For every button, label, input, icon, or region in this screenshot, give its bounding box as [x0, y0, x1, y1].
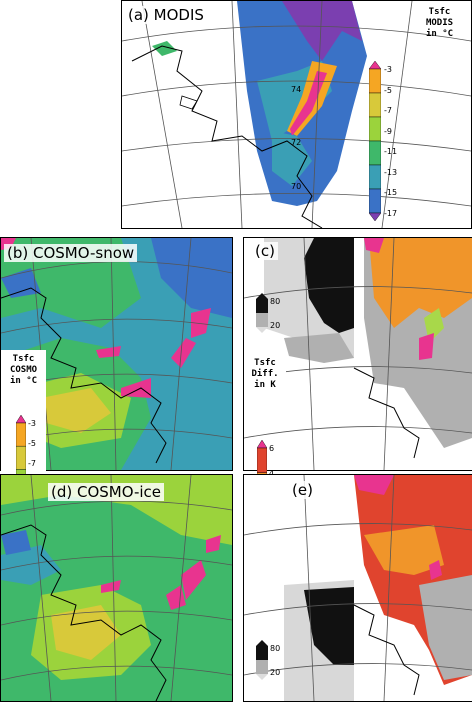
- lat-label: 70: [291, 182, 302, 191]
- modis-colorbar-ticks: -3 -5 -7 -9 -11 -13 -15 -17: [384, 61, 406, 221]
- cb-title-line: Tsfc: [254, 358, 276, 368]
- colorbar-segment: [369, 68, 381, 94]
- colorbar-segment: [369, 212, 381, 221]
- colorbar-segment: [369, 61, 381, 70]
- cosmo-colorbar-title: Tsfc COSMO in °C: [1, 354, 46, 387]
- lat-label: 72: [291, 138, 302, 147]
- colorbar-tick-label: -17: [384, 209, 398, 218]
- colorbar-tick-label: -7: [384, 106, 392, 116]
- cb-title-line: MODIS: [425, 18, 454, 28]
- modis-map: [122, 1, 471, 228]
- modis-colorbar-title: Tsfc MODIS in °C: [412, 7, 467, 40]
- colorbar-segment: [16, 422, 26, 447]
- colorbar-segment: [16, 415, 26, 424]
- colorbar-tick-label: -3: [28, 419, 36, 428]
- colorbar-segment: [369, 188, 381, 214]
- modis-colorbar-svg: [369, 61, 381, 221]
- colorbar-segment: [369, 140, 381, 166]
- ice-legend-c: 80 20: [256, 293, 286, 338]
- colorbar-tick-label: -5: [384, 85, 392, 95]
- panel-a-title: (a) MODIS: [125, 6, 207, 24]
- panel-cosmo-ice: (d) COSMO-ice: [0, 474, 233, 702]
- cb-title-line: COSMO: [9, 365, 38, 375]
- cb-title-line: in K: [254, 380, 276, 390]
- colorbar-segment: [257, 440, 267, 449]
- colorbar-segment: [369, 92, 381, 118]
- panel-diff-snow: (c) 80 20: [243, 237, 472, 471]
- colorbar-segment: [257, 447, 267, 473]
- colorbar-tick-label: -9: [384, 126, 392, 136]
- ice-legend-e: 80 20: [256, 640, 286, 685]
- ice-legend-e-tick: 80: [270, 644, 281, 653]
- ice-legend-c-bar: [256, 293, 268, 333]
- panel-c-title: (c): [252, 242, 278, 260]
- modis-colorbar: [369, 61, 381, 221]
- colorbar-segment: [369, 164, 381, 190]
- cb-title-line: Diff.: [251, 369, 279, 379]
- lat-label: 74: [291, 85, 302, 94]
- colorbar-tick-label: 4: [269, 468, 275, 478]
- panel-modis: (a) MODIS Tsfc MODIS in °C -3 -5 -7 -9 -11 -1…: [121, 0, 472, 229]
- cb-title-line: in °C: [9, 376, 38, 386]
- ice-legend-e-bar: [256, 640, 268, 680]
- colorbar-tick-label: -7: [28, 458, 36, 468]
- diff-ice-map: [244, 475, 472, 701]
- ice-legend-c-tick: 80: [270, 297, 281, 306]
- panel-d-title: (d) COSMO-ice: [48, 483, 165, 501]
- colorbar-segment: [369, 116, 381, 142]
- ice-legend-c-tick: 20: [270, 321, 281, 330]
- colorbar-tick-label: -5: [28, 438, 36, 448]
- ice-legend-e-tick: 20: [270, 668, 281, 677]
- diff-snow-map: [244, 238, 472, 470]
- cosmo-ice-map: [1, 475, 232, 701]
- panel-e-title: (e): [289, 481, 316, 499]
- colorbar-segment: [16, 445, 26, 470]
- cb-title-line: in °C: [425, 29, 454, 39]
- cb-title-line: Tsfc: [428, 7, 451, 17]
- cb-title-line: Tsfc: [12, 354, 35, 364]
- colorbar-tick-label: 6: [269, 444, 275, 453]
- panel-b-title: (b) COSMO-snow: [4, 244, 138, 262]
- colorbar-tick-label: -13: [384, 167, 398, 177]
- colorbar-tick-label: -15: [384, 188, 398, 198]
- panel-diff-ice: (e) 80 20: [243, 474, 472, 702]
- colorbar-tick-label: -11: [384, 147, 398, 157]
- diff-colorbar-title: Tsfc Diff. in K: [244, 358, 286, 391]
- colorbar-tick-label: -3: [384, 65, 392, 74]
